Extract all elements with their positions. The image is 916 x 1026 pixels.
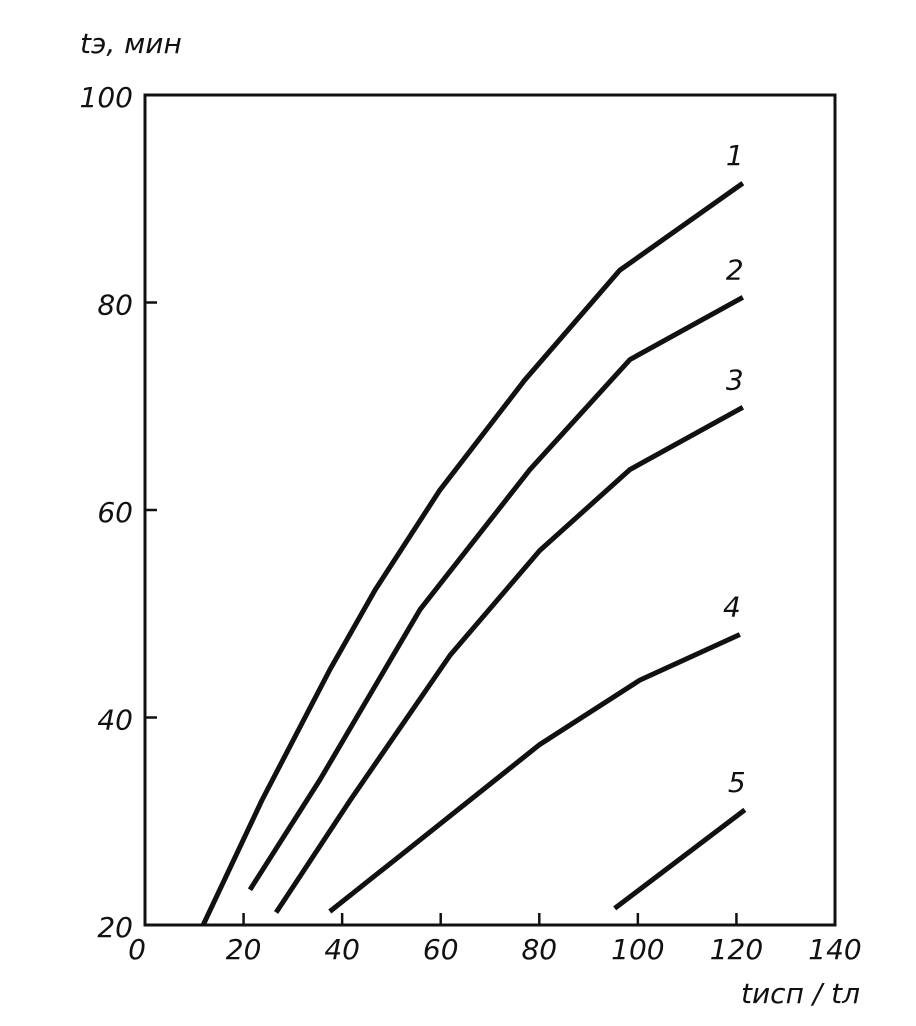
x-tick-label: 40 xyxy=(324,933,360,966)
curve-label: 1 xyxy=(726,139,744,172)
x-tick-label: 120 xyxy=(710,933,763,966)
y-tick-label: 80 xyxy=(97,289,133,322)
x-axis-label: tисп / tл xyxy=(741,977,860,1010)
plot-frame xyxy=(143,93,837,927)
curve xyxy=(274,405,745,914)
curve-label: 4 xyxy=(723,591,741,624)
x-tick-label: 100 xyxy=(611,933,664,966)
curve-label: 3 xyxy=(726,363,744,396)
x-tick-label: 0 xyxy=(128,933,146,966)
curve xyxy=(613,807,747,911)
curve xyxy=(200,181,745,927)
y-tick-label: 20 xyxy=(97,911,133,944)
curve-label: 5 xyxy=(728,766,746,799)
curve-label: 2 xyxy=(726,253,744,286)
curve xyxy=(247,295,745,892)
y-tick-label: 100 xyxy=(80,81,133,114)
x-tick-label: 140 xyxy=(808,933,861,966)
y-tick-label: 60 xyxy=(97,496,133,529)
y-tick-label: 40 xyxy=(97,704,133,737)
x-tick-label: 60 xyxy=(423,933,459,966)
x-tick-label: 80 xyxy=(521,933,557,966)
y-axis-label: tэ, мин xyxy=(80,27,182,60)
curve xyxy=(328,632,741,914)
x-tick-label: 20 xyxy=(226,933,262,966)
